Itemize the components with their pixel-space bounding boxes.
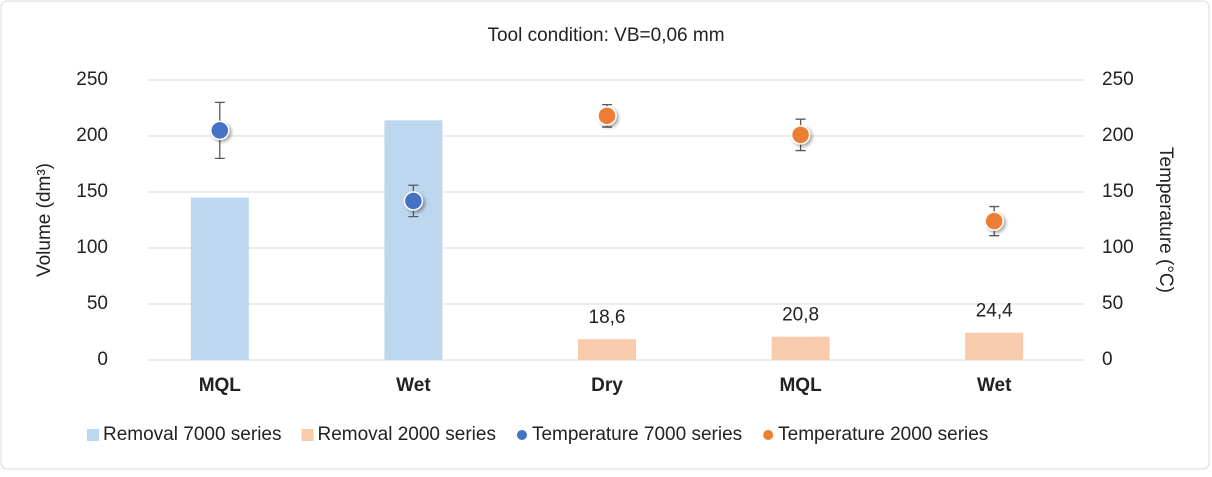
bar [771, 336, 830, 360]
legend-label: Removal 2000 series [317, 424, 495, 445]
y2-axis-title: Temperature (°C) [1155, 147, 1176, 293]
y-tick-label: 100 [76, 237, 108, 258]
legend-label: Temperature 2000 series [778, 424, 988, 445]
legend-swatch [516, 430, 527, 440]
legend-swatch [301, 429, 314, 441]
y2-tick-label: 100 [1102, 237, 1134, 258]
bar [578, 339, 636, 360]
y2-tick-label: 50 [1102, 293, 1123, 314]
y2-tick-label: 200 [1102, 125, 1134, 146]
bar [190, 197, 249, 360]
bar [384, 120, 443, 360]
point [403, 191, 424, 211]
x-tick-label: Dry [591, 375, 623, 396]
y2-tick-label: 150 [1102, 181, 1134, 202]
x-tick-label: MQL [199, 375, 242, 396]
y2-tick-label: 0 [1102, 349, 1113, 370]
point [790, 125, 811, 145]
y2-tick-label: 250 [1102, 69, 1134, 90]
legend-swatch [763, 430, 774, 440]
y-axis-title: Volume (dm³) [34, 163, 55, 277]
point [210, 120, 230, 141]
x-tick-label: MQL [779, 375, 822, 396]
point [597, 106, 617, 126]
y-tick-label: 0 [97, 349, 108, 370]
y-tick-label: 200 [76, 125, 108, 146]
y-tick-label: 50 [87, 293, 108, 314]
bar [965, 332, 1024, 360]
chart-title: Tool condition: VB=0,06 mm [487, 25, 724, 46]
legend-swatch [87, 429, 99, 441]
x-tick-label: Wet [396, 375, 431, 396]
data-label: 18,6 [589, 307, 626, 328]
legend-label: Temperature 7000 series [532, 424, 742, 445]
legend-label: Removal 7000 series [103, 424, 281, 445]
data-label: 20,8 [782, 305, 819, 326]
y-tick-label: 150 [76, 181, 108, 202]
data-label: 24,4 [976, 301, 1013, 322]
x-tick-label: Wet [977, 375, 1012, 396]
y-tick-label: 250 [76, 69, 108, 90]
point [984, 211, 1004, 231]
